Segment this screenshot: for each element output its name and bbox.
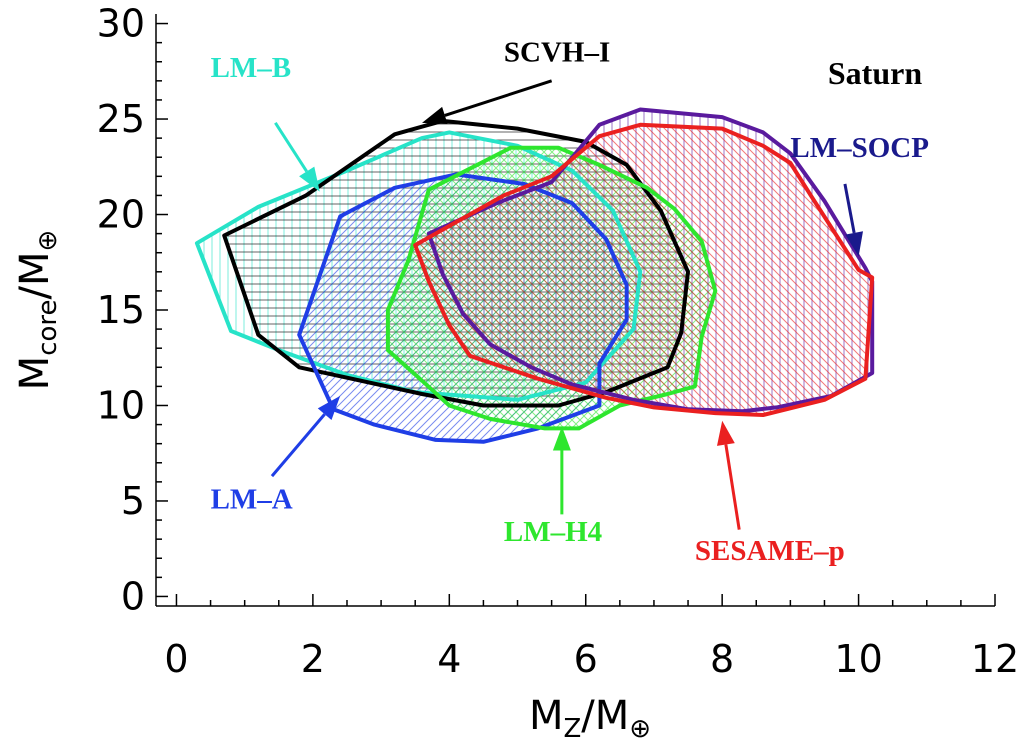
x-tick-label: 6: [574, 637, 598, 681]
annotation-label: SCVH–I: [504, 37, 610, 69]
series-layer: [194, 107, 875, 444]
series-outline-lm-h4: [385, 145, 718, 431]
x-tick-label: 4: [437, 637, 461, 681]
annotation-lm-socp: LM–SOCP: [790, 132, 929, 257]
annotation-lm-h4: LM–H4: [504, 426, 602, 548]
annotation-layer: LM–B SCVH–I LM–SOCP LM–A LM–H4 SESAME–p: [211, 37, 929, 567]
series-outline-lm-a: [297, 172, 629, 444]
x-axis-title-symbol: ⊕: [629, 714, 651, 744]
y-tick-label: 20: [97, 193, 145, 237]
y-tick-label: 15: [97, 288, 145, 332]
annotation-arrow-shaft: [843, 183, 856, 234]
y-tick-label: 30: [97, 2, 145, 46]
x-tick-label: 12: [971, 637, 1019, 681]
y-tick-label: 10: [97, 383, 145, 427]
series-outline-lm-b: [194, 130, 643, 402]
annotation-lm-a: LM–A: [211, 395, 341, 516]
annotation-label: SESAME–p: [695, 535, 845, 567]
series-outline-sesame-p: [413, 122, 875, 417]
annotation-arrow-shaft: [724, 444, 741, 530]
series-outline-lm-socp: [426, 107, 875, 414]
x-tick-label: 8: [710, 637, 734, 681]
annotation-lm-b: LM–B: [211, 52, 320, 192]
annotation-arrow-head: [422, 106, 448, 124]
y-tick-label: 0: [121, 574, 145, 618]
annotation-arrow-shaft: [270, 413, 326, 478]
annotation-arrow-head: [552, 426, 571, 451]
y-tick-label: 5: [121, 479, 145, 523]
annotation-arrow-head: [317, 395, 341, 420]
x-axis-title-subscript: Z: [563, 714, 581, 744]
annotation-label: LM–SOCP: [790, 132, 929, 164]
annotation-label: LM–H4: [504, 516, 602, 548]
annotation-label: LM–A: [211, 484, 293, 516]
x-tick-label: 2: [301, 637, 325, 681]
annotation-sesame-p: SESAME–p: [695, 420, 845, 567]
annotation-arrow-shaft: [274, 122, 308, 173]
annotation-arrow-head: [717, 420, 735, 446]
annotation-arrow-head: [845, 231, 863, 257]
annotation-label: LM–B: [211, 52, 292, 84]
x-tick-label: 10: [834, 637, 882, 681]
plot-title: Saturn: [828, 55, 922, 91]
hatch-sesame-p: [415, 124, 873, 416]
x-axis-title: MZ/M⊕: [529, 693, 651, 744]
tick-layer: 0 2 4 6 8 10 12 0 5 10 15 20 25 30: [97, 2, 1020, 681]
annotation-arrow-head: [299, 166, 320, 192]
y-axis-title: Mcore/M⊕: [12, 230, 63, 391]
y-axis-title-subscript: core: [33, 299, 63, 355]
annotation-scvh-i: SCVH–I: [422, 37, 610, 124]
annotation-arrow-shaft: [444, 79, 553, 117]
y-tick-label: 25: [97, 97, 145, 141]
y-axis-title-symbol: ⊕: [33, 230, 63, 252]
hatch-layer: [196, 109, 873, 442]
x-tick-label: 0: [164, 637, 188, 681]
